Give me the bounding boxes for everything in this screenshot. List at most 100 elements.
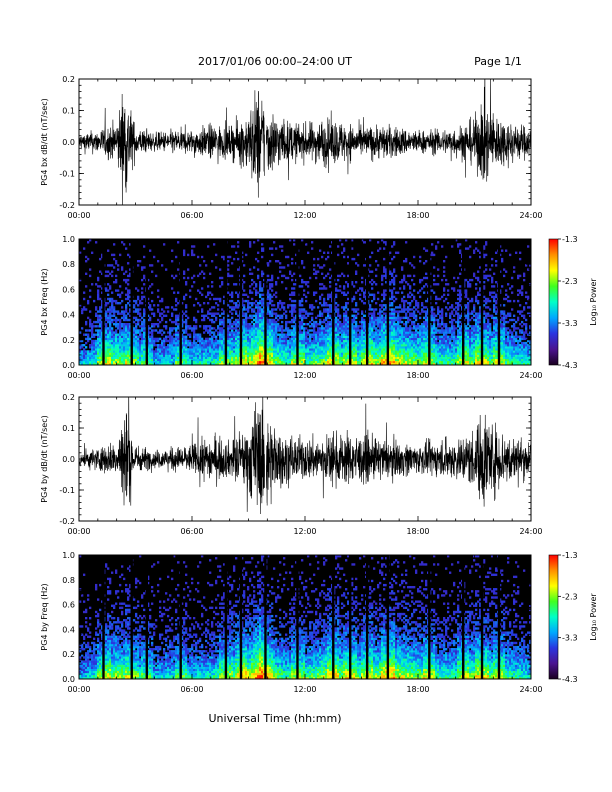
spectrogram-cell [407, 320, 410, 324]
spectrogram-cell [177, 291, 180, 294]
spectrogram-cell [345, 337, 348, 341]
spectrogram-cell [85, 320, 88, 324]
spectrogram-cell [85, 341, 88, 345]
spectrogram-cell [279, 362, 282, 366]
spectrogram-cell [217, 297, 220, 301]
spectrogram-cell [383, 291, 386, 294]
spectrogram-cell [279, 329, 282, 332]
spectrogram-cell [183, 356, 186, 359]
spectrogram-cell [307, 348, 310, 351]
spectrogram-cell [99, 352, 102, 355]
spectrogram-cell [391, 308, 394, 311]
spectrogram-cell [341, 362, 344, 366]
spectrogram-cell [125, 358, 128, 362]
spectrogram-cell [129, 323, 132, 326]
spectrogram-cell [219, 337, 222, 341]
spectrogram-cell [205, 329, 208, 332]
spectrogram-cell [337, 245, 340, 248]
spectrogram-cell [183, 341, 186, 345]
spectrogram-cell [251, 346, 254, 349]
spectrogram-cell [421, 327, 424, 330]
spectrogram-cell [263, 320, 266, 324]
spectrogram-cell [343, 314, 346, 317]
spectrogram-cell [141, 291, 144, 294]
spectrogram-cell [335, 308, 338, 311]
spectrogram-cell [189, 346, 192, 349]
spectrogram-cell [397, 346, 400, 349]
spectrogram-cell [341, 323, 344, 326]
spectrogram-cell [213, 333, 216, 336]
spectrogram-cell [207, 325, 210, 328]
spectrogram-cell [267, 358, 270, 362]
spectrogram-cell [419, 344, 422, 347]
spectrogram-cell [113, 243, 116, 246]
spectrogram-cell [261, 329, 264, 332]
spectrogram-cell [101, 333, 104, 336]
spectrogram-cell [171, 260, 174, 263]
spectrogram-cell [307, 346, 310, 349]
spectrogram-cell [381, 278, 384, 282]
spectrogram-cell [385, 241, 388, 244]
spectrogram-cell [411, 323, 414, 326]
spectrogram-cell [127, 335, 130, 338]
spectrogram-cell [165, 352, 168, 355]
spectrogram-cell [343, 335, 346, 338]
spectrogram-cell [207, 331, 210, 334]
spectrogram-cell [163, 314, 166, 317]
spectrogram-cell [369, 270, 372, 273]
spectrogram-cell [81, 350, 84, 353]
spectrogram-cell [351, 341, 354, 345]
spectrogram-cell [423, 356, 426, 359]
spectrogram-cell [157, 304, 160, 307]
spectrogram-cell [301, 335, 304, 338]
spectrogram-cell [319, 358, 322, 362]
spectrogram-cell [231, 331, 234, 334]
spectrogram-cell [389, 297, 392, 301]
spectrogram-cell [165, 314, 168, 317]
spectrogram-cell [255, 316, 258, 320]
spectrogram-cell [345, 331, 348, 334]
spectrogram-cell [303, 281, 306, 284]
spectrogram-cell [377, 320, 380, 324]
spectrogram-cell [167, 352, 170, 355]
spectrogram-cell [359, 346, 362, 349]
spectrogram-cell [139, 356, 142, 359]
spectrogram-cell [153, 325, 156, 328]
spectrogram-cell [377, 291, 380, 294]
spectrogram-cell [275, 314, 278, 317]
spectrogram-cell [171, 327, 174, 330]
spectrogram-cell [421, 333, 424, 336]
spectrogram-cell [329, 285, 332, 288]
spectrogram-cell [141, 325, 144, 328]
spectrogram-cell [141, 268, 144, 271]
spectrogram-cell [313, 335, 316, 338]
spectrogram-cell [397, 320, 400, 324]
spectrogram-cell [193, 352, 196, 355]
spectrogram-cell [269, 293, 272, 296]
spectrogram-cell [223, 362, 226, 366]
spectrogram-cell [255, 320, 258, 324]
spectrogram-cell [147, 350, 150, 353]
spectrogram-cell [339, 289, 342, 292]
spectrogram-cell [183, 329, 186, 332]
spectrogram-cell [421, 358, 424, 362]
spectrogram-cell [261, 293, 264, 296]
spectrogram-cell [293, 239, 296, 242]
spectrogram-cell [287, 333, 290, 336]
spectrogram-cell [285, 316, 288, 320]
spectrogram-cell [407, 346, 410, 349]
spectrogram-cell [251, 329, 254, 332]
spectrogram-cell [359, 344, 362, 347]
spectrogram-cell [87, 333, 90, 336]
spectrogram-cell [269, 337, 272, 341]
spectrogram-cell [281, 314, 284, 317]
spectrogram-cell [357, 350, 360, 353]
spectrogram-cell [305, 350, 308, 353]
spectrogram-cell [405, 308, 408, 311]
spectrogram-cell [251, 325, 254, 328]
spectrogram-cell [231, 245, 234, 248]
spectrogram-cell [205, 362, 208, 366]
spectrogram-cell [235, 339, 238, 343]
spectrogram-cell [261, 335, 264, 338]
spectrogram-cell [315, 316, 318, 320]
